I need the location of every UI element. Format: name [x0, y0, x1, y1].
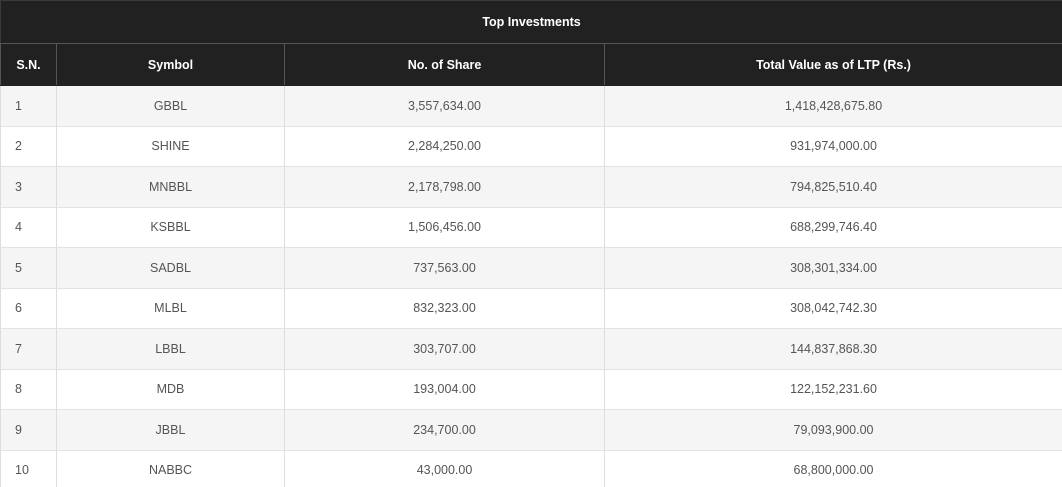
cell-sn: 9	[0, 409, 57, 451]
table-title-row: Top Investments	[0, 0, 1062, 44]
cell-symbol: SHINE	[56, 126, 285, 167]
table-row: 1 GBBL 3,557,634.00 1,418,428,675.80	[0, 85, 1062, 127]
cell-shares: 737,563.00	[284, 247, 605, 289]
cell-sn: 4	[0, 207, 57, 248]
cell-sn: 5	[0, 247, 57, 289]
cell-shares: 43,000.00	[284, 450, 605, 487]
cell-symbol: JBBL	[56, 409, 285, 451]
cell-sn: 10	[0, 450, 57, 487]
cell-value: 688,299,746.40	[603, 207, 1062, 248]
cell-value: 68,800,000.00	[603, 450, 1062, 487]
cell-sn: 6	[0, 288, 57, 329]
cell-sn: 3	[0, 166, 57, 208]
cell-shares: 3,557,634.00	[284, 85, 605, 127]
column-header-row: S.N. Symbol No. of Share Total Value as …	[0, 43, 1062, 86]
cell-symbol: NABBC	[56, 450, 285, 487]
table-title: Top Investments	[0, 0, 1062, 44]
cell-shares: 303,707.00	[284, 328, 605, 370]
cell-shares: 193,004.00	[284, 369, 605, 410]
table-header: Top Investments S.N. Symbol No. of Share…	[0, 0, 1062, 86]
cell-shares: 234,700.00	[284, 409, 605, 451]
cell-value: 79,093,900.00	[603, 409, 1062, 451]
column-header-sn: S.N.	[0, 43, 57, 86]
cell-value: 144,837,868.30	[603, 328, 1062, 370]
table-row: 3 MNBBL 2,178,798.00 794,825,510.40	[0, 166, 1062, 208]
table-row: 2 SHINE 2,284,250.00 931,974,000.00	[0, 126, 1062, 167]
cell-value: 794,825,510.40	[603, 166, 1062, 208]
table-row: 5 SADBL 737,563.00 308,301,334.00	[0, 247, 1062, 289]
cell-shares: 1,506,456.00	[284, 207, 605, 248]
cell-symbol: KSBBL	[56, 207, 285, 248]
cell-symbol: MNBBL	[56, 166, 285, 208]
cell-symbol: MLBL	[56, 288, 285, 329]
column-header-symbol: Symbol	[56, 43, 285, 86]
cell-value: 308,042,742.30	[603, 288, 1062, 329]
table-row: 6 MLBL 832,323.00 308,042,742.30	[0, 288, 1062, 329]
cell-value: 931,974,000.00	[603, 126, 1062, 167]
table-row: 7 LBBL 303,707.00 144,837,868.30	[0, 328, 1062, 370]
cell-value: 122,152,231.60	[603, 369, 1062, 410]
table-body: 1 GBBL 3,557,634.00 1,418,428,675.80 2 S…	[0, 85, 1062, 487]
cell-sn: 8	[0, 369, 57, 410]
cell-sn: 1	[0, 85, 57, 127]
table-row: 9 JBBL 234,700.00 79,093,900.00	[0, 409, 1062, 451]
table-row: 4 KSBBL 1,506,456.00 688,299,746.40	[0, 207, 1062, 248]
cell-symbol: GBBL	[56, 85, 285, 127]
cell-sn: 2	[0, 126, 57, 167]
table-row: 10 NABBC 43,000.00 68,800,000.00	[0, 450, 1062, 487]
cell-sn: 7	[0, 328, 57, 370]
table-row: 8 MDB 193,004.00 122,152,231.60	[0, 369, 1062, 410]
column-header-shares: No. of Share	[284, 43, 605, 86]
cell-symbol: LBBL	[56, 328, 285, 370]
cell-value: 308,301,334.00	[603, 247, 1062, 289]
cell-value: 1,418,428,675.80	[603, 85, 1062, 127]
cell-symbol: MDB	[56, 369, 285, 410]
cell-symbol: SADBL	[56, 247, 285, 289]
column-header-value: Total Value as of LTP (Rs.)	[603, 43, 1062, 86]
cell-shares: 2,178,798.00	[284, 166, 605, 208]
cell-shares: 832,323.00	[284, 288, 605, 329]
cell-shares: 2,284,250.00	[284, 126, 605, 167]
